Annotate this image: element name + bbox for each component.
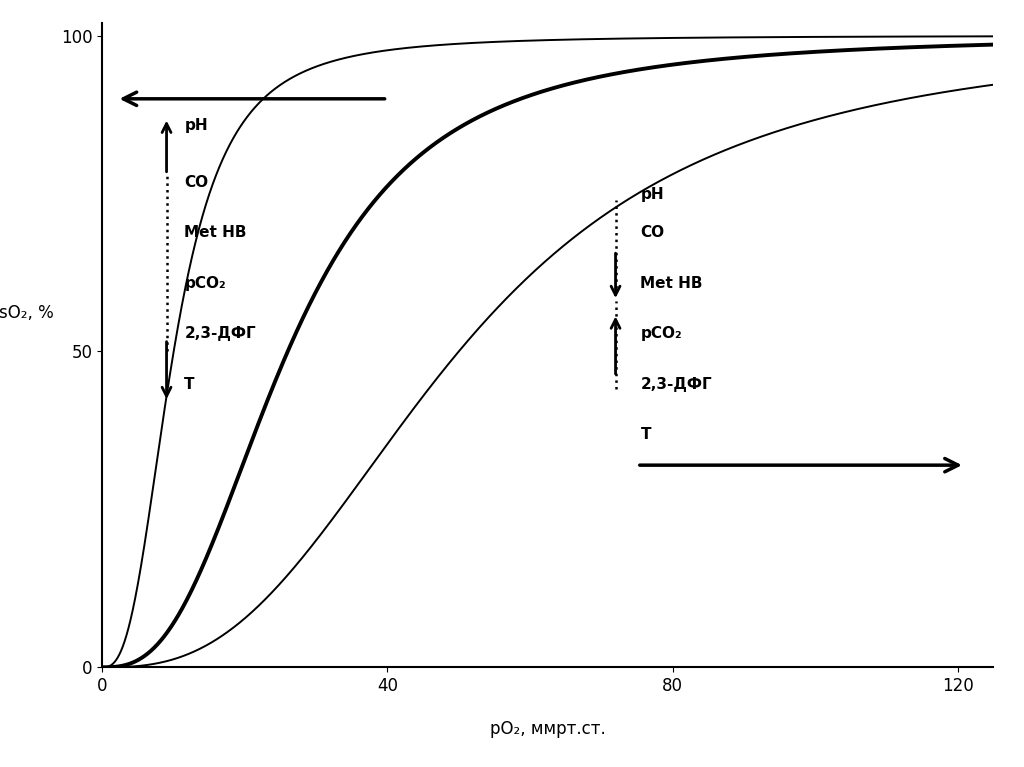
Text: 2,3-ДФГ: 2,3-ДФГ	[640, 377, 712, 392]
Text: pH: pH	[184, 118, 208, 133]
Y-axis label: sO₂, %: sO₂, %	[0, 304, 53, 322]
Text: Met НВ: Met НВ	[640, 275, 703, 291]
X-axis label: pO₂, ммрт.ст.: pO₂, ммрт.ст.	[489, 720, 606, 738]
Text: 2,3-ДФГ: 2,3-ДФГ	[184, 326, 256, 341]
Text: T: T	[184, 377, 195, 392]
Text: CO: CO	[640, 225, 665, 240]
Text: Met НВ: Met НВ	[184, 225, 247, 240]
Text: pH: pH	[640, 187, 665, 202]
Text: pCO₂: pCO₂	[640, 326, 682, 341]
Text: T: T	[640, 427, 651, 443]
Text: pCO₂: pCO₂	[184, 275, 226, 291]
Text: CO: CO	[184, 175, 209, 189]
